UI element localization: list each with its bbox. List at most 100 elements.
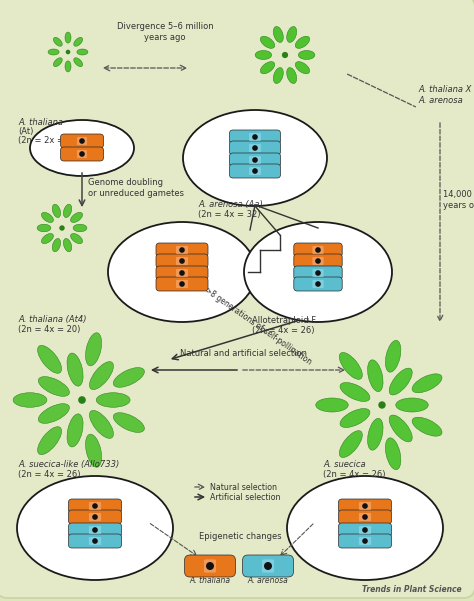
FancyBboxPatch shape [229,141,281,155]
Ellipse shape [67,414,83,447]
FancyBboxPatch shape [249,133,261,141]
Ellipse shape [48,49,59,55]
Ellipse shape [71,212,82,222]
Circle shape [363,539,367,543]
Ellipse shape [64,204,72,218]
Ellipse shape [396,398,428,412]
Ellipse shape [273,26,283,43]
Ellipse shape [287,476,443,580]
FancyBboxPatch shape [243,555,293,577]
Circle shape [264,563,271,569]
Ellipse shape [298,50,315,59]
Text: (2n = 4x = 26): (2n = 4x = 26) [18,470,81,479]
Ellipse shape [65,61,71,72]
Text: Natural selection: Natural selection [210,483,277,492]
Ellipse shape [90,410,113,438]
Ellipse shape [85,434,101,467]
Ellipse shape [368,418,383,450]
Text: Epigenetic changes: Epigenetic changes [199,532,281,541]
FancyBboxPatch shape [156,254,208,268]
Circle shape [66,50,70,53]
FancyBboxPatch shape [69,523,121,537]
Circle shape [253,135,257,139]
FancyBboxPatch shape [77,150,87,158]
FancyBboxPatch shape [89,502,101,510]
Ellipse shape [74,37,82,46]
Text: Allotetraploid F: Allotetraploid F [252,316,316,325]
FancyBboxPatch shape [338,523,392,537]
Text: A. suecica: A. suecica [323,460,365,469]
Circle shape [180,248,184,252]
Ellipse shape [41,212,54,222]
Circle shape [283,53,287,58]
Ellipse shape [37,346,62,373]
Circle shape [60,226,64,230]
Text: A. thaliana X
A. arenosa: A. thaliana X A. arenosa [418,85,471,105]
Ellipse shape [74,58,82,67]
FancyBboxPatch shape [249,156,261,164]
FancyBboxPatch shape [156,266,208,280]
Ellipse shape [260,36,275,48]
Ellipse shape [38,404,69,423]
Ellipse shape [64,239,72,252]
Circle shape [79,397,85,403]
Text: (At): (At) [18,127,33,136]
Ellipse shape [339,431,362,457]
FancyBboxPatch shape [359,502,371,510]
Ellipse shape [385,340,401,372]
Ellipse shape [90,362,113,389]
Text: (2n = 4x = 26): (2n = 4x = 26) [323,470,385,479]
Ellipse shape [77,49,88,55]
FancyBboxPatch shape [359,526,371,534]
FancyBboxPatch shape [359,537,371,545]
Ellipse shape [65,32,71,43]
Circle shape [80,139,84,143]
Ellipse shape [38,377,69,396]
Circle shape [316,259,320,263]
Ellipse shape [41,234,54,243]
Ellipse shape [30,120,134,176]
Circle shape [180,259,184,263]
Ellipse shape [52,204,61,218]
Text: A. arenosa (Aa): A. arenosa (Aa) [198,200,263,209]
Circle shape [253,146,257,150]
FancyBboxPatch shape [77,137,87,145]
Ellipse shape [17,476,173,580]
Circle shape [316,282,320,286]
Text: (2n = 4x = 26): (2n = 4x = 26) [252,326,315,335]
FancyBboxPatch shape [229,153,281,167]
Ellipse shape [67,353,83,386]
Ellipse shape [73,224,87,232]
Text: Divergence 5–6 million
years ago: Divergence 5–6 million years ago [117,22,213,42]
Ellipse shape [287,26,297,43]
Ellipse shape [113,413,145,432]
FancyBboxPatch shape [176,246,188,254]
Ellipse shape [96,392,130,407]
Circle shape [93,528,97,532]
FancyBboxPatch shape [204,560,216,573]
FancyBboxPatch shape [61,147,103,161]
Ellipse shape [113,368,145,387]
Ellipse shape [52,239,61,252]
FancyBboxPatch shape [294,243,342,257]
FancyBboxPatch shape [262,560,274,573]
Circle shape [363,504,367,508]
Text: Natural and artificial selection: Natural and artificial selection [181,349,308,358]
Ellipse shape [339,352,362,379]
Text: A. thaliana (At4): A. thaliana (At4) [18,315,86,324]
FancyBboxPatch shape [156,243,208,257]
FancyBboxPatch shape [294,277,342,291]
Circle shape [207,563,213,569]
Circle shape [80,152,84,156]
Ellipse shape [412,374,442,393]
Text: A. arenosa: A. arenosa [247,576,288,585]
Ellipse shape [287,67,297,84]
Ellipse shape [244,222,392,322]
FancyBboxPatch shape [89,513,101,521]
FancyBboxPatch shape [338,510,392,524]
FancyBboxPatch shape [338,499,392,513]
FancyBboxPatch shape [89,526,101,534]
FancyBboxPatch shape [338,534,392,548]
Ellipse shape [273,67,283,84]
Circle shape [316,271,320,275]
